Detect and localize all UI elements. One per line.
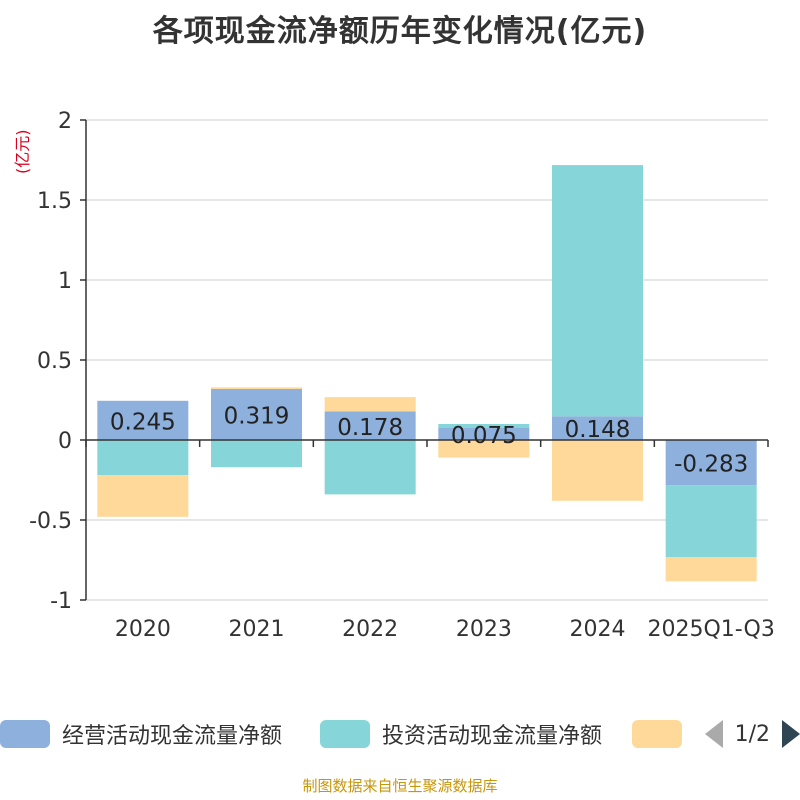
data-label: -0.283	[674, 452, 748, 478]
y-tick-label: 1.5	[37, 189, 72, 214]
bar-2022-series-0	[324, 411, 416, 440]
bar-2024-series-2	[552, 440, 643, 501]
bar-2022-series-2	[324, 397, 416, 412]
x-tick-label: 2021	[229, 617, 285, 642]
data-label: 0.245	[110, 409, 176, 435]
legend-swatch	[320, 720, 370, 748]
chart-title: 各项现金流净额历年变化情况(亿元)	[152, 14, 648, 49]
legend-label: 经营活动现金流量净额	[62, 724, 283, 749]
legend-label: 投资活动现金流量净额	[382, 724, 603, 749]
bar-2021-series-1	[211, 440, 302, 468]
y-tick-label: 0.5	[37, 349, 72, 374]
x-tick-label: 2022	[342, 617, 398, 642]
bar-2020-series-2	[97, 475, 189, 517]
bars	[97, 165, 757, 582]
legend-item-financing[interactable]	[632, 718, 682, 750]
bar-2020-series-1	[97, 440, 189, 476]
data-label: 0.319	[224, 403, 290, 429]
axes: -1 -0.5 0 0.5 1 1.5 2 2020 2021 2022 2023 2024 2025Q…	[29, 109, 775, 642]
prev-page-icon[interactable]	[704, 720, 723, 748]
data-source-note: 制图数据来自恒生聚源数据库	[302, 777, 498, 795]
data-labels: 0.245 0.319 0.178 0.075 0.148 -0.283	[110, 403, 748, 477]
legend-page-indicator: 1/2	[734, 721, 770, 747]
bar-2023-series-2	[438, 440, 530, 458]
y-tick-label: 0	[58, 429, 72, 454]
bar-2023-series-0	[438, 428, 530, 440]
bar-2021-series-2	[211, 387, 302, 389]
legend-item-operating[interactable]: 经营活动现金流量净额	[0, 718, 282, 750]
bar-2025Q1-Q3-series-1	[665, 485, 757, 558]
data-label: 0.178	[337, 415, 403, 441]
legend: 经营活动现金流量净额 投资活动现金流量净额 1/2	[0, 712, 800, 756]
data-label: 0.075	[451, 423, 517, 449]
bar-2025Q1-Q3-series-2	[665, 557, 757, 582]
x-tick-label: 2020	[115, 617, 171, 642]
legend-swatch	[0, 720, 50, 748]
bar-2022-series-1	[324, 440, 416, 495]
gridlines	[86, 119, 768, 601]
legend-swatch	[632, 720, 682, 748]
x-tick-label: 2024	[570, 617, 626, 642]
legend-pager: 1/2	[704, 718, 800, 750]
y-tick-label: -0.5	[29, 509, 72, 534]
bar-2023-series-1	[438, 424, 530, 428]
y-tick-label: 2	[58, 109, 72, 134]
bar-2020-series-0	[97, 400, 189, 440]
bar-2025Q1-Q3-series-0	[665, 440, 757, 486]
legend-item-investing[interactable]: 投资活动现金流量净额	[320, 718, 602, 750]
bar-2024-series-1	[552, 165, 643, 417]
stacked-bar-chart: -1 -0.5 0 0.5 1 1.5 2 2020 2021 2022 2023 2024 2025Q…	[29, 109, 775, 642]
next-page-icon[interactable]	[782, 720, 800, 748]
bar-2024-series-0	[552, 416, 643, 440]
bar-2021-series-0	[211, 388, 302, 440]
x-tick-label: 2023	[456, 617, 512, 642]
y-tick-label: -1	[50, 589, 72, 614]
data-label: 0.148	[565, 417, 631, 443]
x-tick-label: 2025Q1-Q3	[647, 617, 774, 642]
y-tick-label: 1	[58, 269, 72, 294]
